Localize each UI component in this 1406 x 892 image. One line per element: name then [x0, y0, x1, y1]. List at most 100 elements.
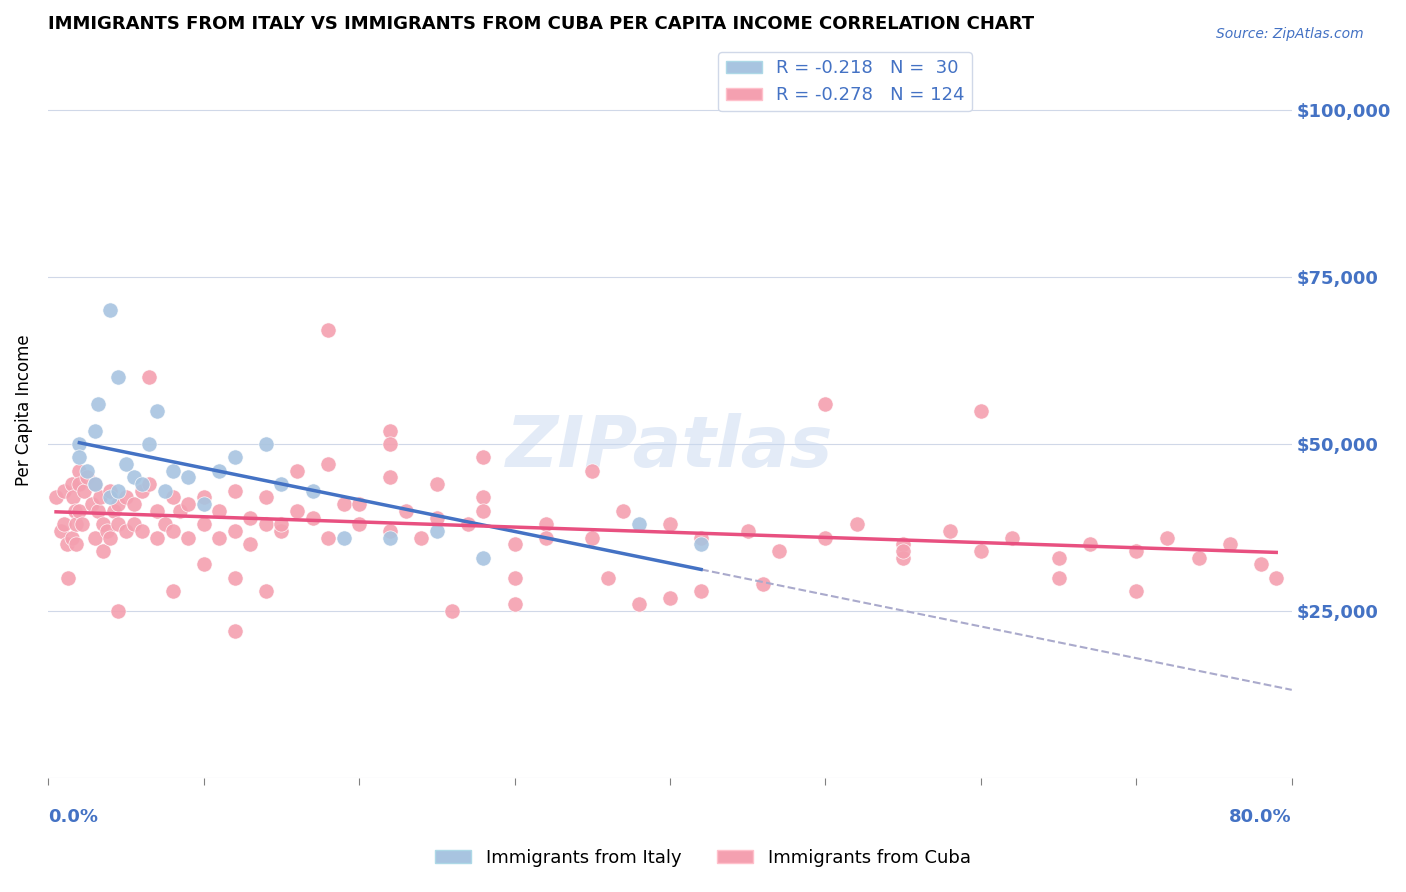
Text: Source: ZipAtlas.com: Source: ZipAtlas.com: [1216, 27, 1364, 41]
Point: [193, 491, 215, 505]
Point: [122, 470, 145, 484]
Text: IMMIGRANTS FROM ITALY VS IMMIGRANTS FROM CUBA PER CAPITA INCOME CORRELATION CHAR: IMMIGRANTS FROM ITALY VS IMMIGRANTS FROM…: [48, 15, 1035, 33]
Point: [690, 531, 713, 545]
Point: [100, 483, 122, 498]
Point: [752, 577, 775, 591]
Point: [153, 517, 176, 532]
Point: [138, 370, 160, 384]
Point: [84, 531, 107, 545]
Point: [1047, 550, 1070, 565]
Point: [96, 524, 118, 538]
Point: [1047, 571, 1070, 585]
Point: [254, 584, 277, 599]
Point: [891, 544, 914, 558]
Point: [347, 497, 370, 511]
Point: [939, 524, 962, 538]
Point: [67, 504, 90, 518]
Point: [270, 477, 292, 491]
Point: [1125, 544, 1147, 558]
Point: [100, 303, 122, 318]
Text: ZIPatlas: ZIPatlas: [506, 413, 834, 482]
Point: [1078, 537, 1101, 551]
Point: [72, 517, 94, 532]
Point: [162, 464, 184, 478]
Point: [659, 517, 682, 532]
Point: [426, 524, 449, 538]
Point: [970, 544, 993, 558]
Point: [67, 477, 90, 491]
Point: [107, 517, 129, 532]
Point: [89, 491, 111, 505]
Point: [472, 450, 495, 465]
Point: [581, 464, 603, 478]
Point: [285, 464, 308, 478]
Point: [503, 537, 526, 551]
Point: [87, 504, 110, 518]
Point: [285, 504, 308, 518]
Point: [254, 491, 277, 505]
Point: [347, 517, 370, 532]
Point: [177, 470, 200, 484]
Point: [60, 531, 83, 545]
Point: [138, 437, 160, 451]
Point: [162, 584, 184, 599]
Point: [301, 510, 323, 524]
Point: [970, 403, 993, 417]
Point: [316, 323, 339, 337]
Point: [65, 517, 87, 532]
Point: [107, 604, 129, 618]
Point: [131, 483, 153, 498]
Point: [224, 524, 246, 538]
Point: [1265, 571, 1288, 585]
Point: [162, 524, 184, 538]
Point: [131, 524, 153, 538]
Point: [1187, 550, 1209, 565]
Point: [65, 537, 87, 551]
Point: [107, 483, 129, 498]
Point: [208, 504, 231, 518]
Point: [472, 491, 495, 505]
Point: [122, 497, 145, 511]
Point: [891, 537, 914, 551]
Point: [472, 550, 495, 565]
Point: [87, 397, 110, 411]
Point: [768, 544, 790, 558]
Point: [1156, 531, 1178, 545]
Point: [457, 517, 479, 532]
Point: [177, 531, 200, 545]
Point: [627, 517, 650, 532]
Point: [45, 491, 67, 505]
Point: [67, 450, 90, 465]
Point: [534, 531, 557, 545]
Point: [503, 598, 526, 612]
Legend: R = -0.218   N =  30, R = -0.278   N = 124: R = -0.218 N = 30, R = -0.278 N = 124: [718, 52, 972, 112]
Point: [122, 517, 145, 532]
Point: [100, 531, 122, 545]
Point: [270, 524, 292, 538]
Point: [80, 497, 103, 511]
Point: [1125, 584, 1147, 599]
Point: [56, 537, 79, 551]
Point: [131, 477, 153, 491]
Point: [534, 517, 557, 532]
Point: [146, 403, 169, 417]
Point: [103, 504, 125, 518]
Point: [76, 464, 98, 478]
Point: [91, 517, 114, 532]
Point: [1219, 537, 1241, 551]
Point: [659, 591, 682, 605]
Point: [380, 424, 402, 438]
Point: [49, 524, 72, 538]
Point: [84, 424, 107, 438]
Point: [380, 524, 402, 538]
Point: [100, 491, 122, 505]
Point: [581, 531, 603, 545]
Point: [380, 470, 402, 484]
Point: [380, 531, 402, 545]
Point: [84, 477, 107, 491]
Point: [115, 457, 138, 471]
Point: [73, 483, 96, 498]
Point: [138, 477, 160, 491]
Point: [627, 598, 650, 612]
Point: [84, 477, 107, 491]
